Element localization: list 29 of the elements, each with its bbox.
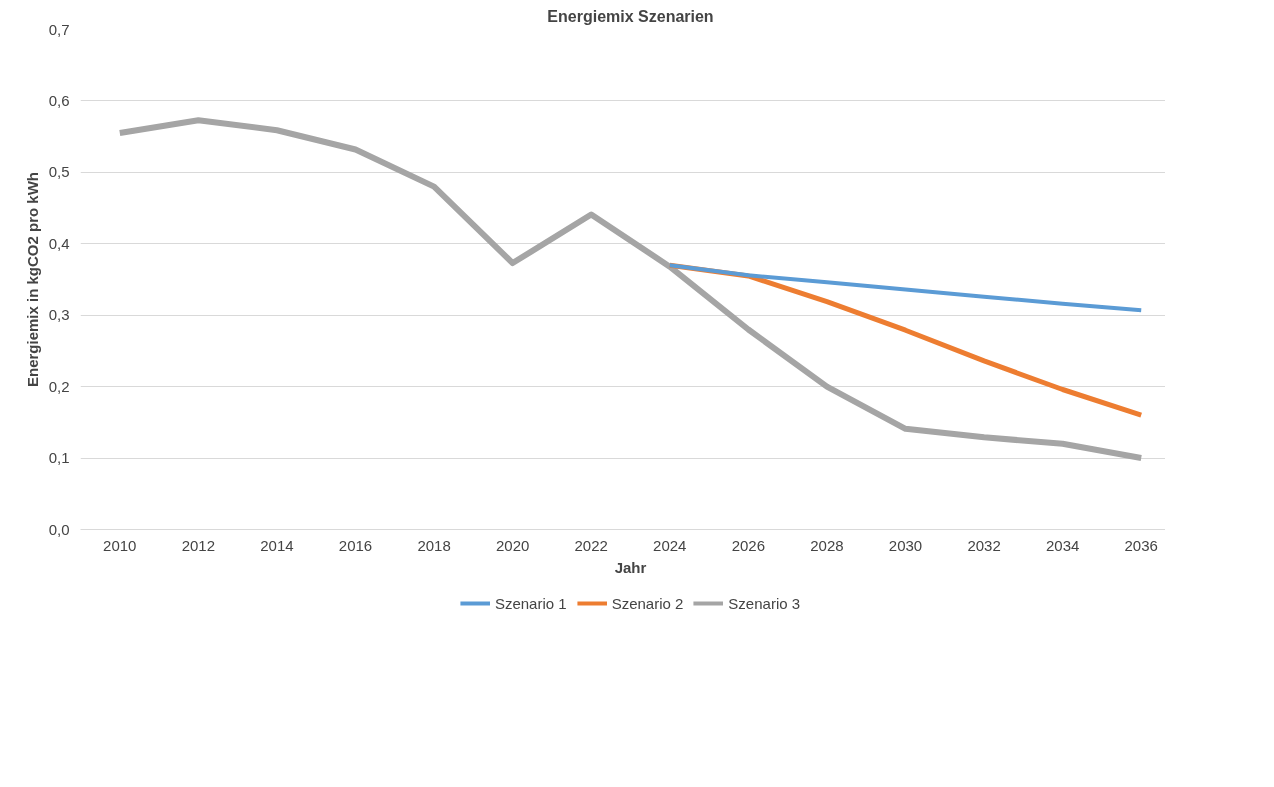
x-tick-label: 2020: [495, 536, 530, 554]
x-tick-label: 2024: [653, 536, 687, 554]
x-tick-label: 2036: [1124, 536, 1158, 554]
line-series: [667, 263, 1144, 313]
x-tick-label: 2026: [731, 536, 766, 554]
legend-label: Szenario 2: [611, 594, 684, 612]
x-tick-label: 2030: [888, 536, 923, 554]
x-tick-label: 2014: [260, 536, 294, 554]
y-tick-label: 0,4: [48, 234, 70, 252]
x-tick-label: 2018: [417, 536, 451, 554]
x-tick-label: 2034: [1045, 536, 1080, 554]
x-tick-label: 2028: [810, 536, 844, 554]
y-tick-label: 0,7: [48, 20, 70, 38]
y-tick-label: 0,2: [48, 377, 70, 395]
x-tick-label: 2012: [181, 536, 216, 554]
chart-title: Energiemix Szenarien: [547, 7, 714, 25]
x-axis-title: Jahr: [614, 558, 647, 576]
y-tick-label: 0,5: [48, 163, 70, 181]
x-tick-label: 2022: [574, 536, 608, 554]
x-tick-label: 2016: [338, 536, 373, 554]
legend-label: Szenario 1: [494, 594, 567, 612]
legend-label: Szenario 3: [728, 594, 801, 612]
y-tick-label: 0,6: [48, 91, 70, 109]
y-tick-label: 0,1: [48, 449, 70, 467]
y-tick-label: 0,3: [48, 306, 70, 324]
x-tick-label: 2010: [103, 536, 137, 554]
y-axis-title: Energiemix in kgCO2 pro kWh: [23, 171, 41, 388]
y-tick-label: 0,0: [48, 520, 70, 538]
x-tick-label: 2032: [967, 536, 1001, 554]
